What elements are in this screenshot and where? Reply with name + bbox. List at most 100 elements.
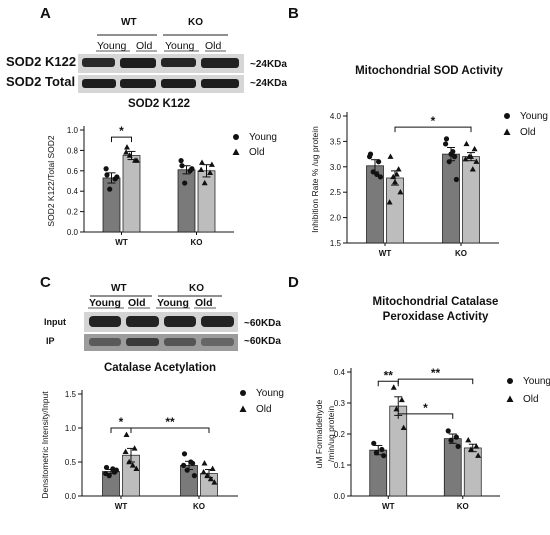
western-blot-a: WT KO Young Old Young Old SOD2 K122 ~24K… — [6, 17, 287, 93]
chart-a: SOD2 K122 SOD2 K122/Total SOD2 0.0 0.2 0.4 0.… — [46, 98, 277, 247]
blot-c-lane-4: Old — [195, 297, 213, 309]
blot-c-row-2-membrane — [84, 334, 238, 351]
blot-a-row-1-label: SOD2 K122 — [6, 54, 76, 69]
chart-c: Catalase Acetylation Densitometric Intens… — [40, 362, 284, 511]
blot-a-row-2-size: ~24KDa — [250, 78, 287, 89]
blot-c-row-2-band-3 — [164, 338, 196, 346]
data-point-old — [395, 166, 402, 172]
data-point-old — [208, 161, 215, 167]
data-point-old — [124, 144, 130, 150]
y-tick-label: 0.0 — [334, 492, 346, 501]
y-axis-label: SOD2 K122/Total SOD2 — [46, 135, 56, 226]
data-point-old — [199, 159, 205, 165]
bar-old-wt — [386, 177, 404, 244]
data-point-old — [390, 173, 397, 180]
legend-marker-old — [503, 128, 511, 135]
y-tick-label: 0.4 — [334, 368, 346, 377]
legend-label-old: Old — [256, 404, 272, 415]
data-point-old — [126, 458, 133, 465]
data-point-old — [473, 158, 480, 164]
blot-a-row-2-label: SOD2 Total — [6, 74, 75, 89]
data-point-young — [445, 428, 451, 434]
western-blot-c: WT KO Young Old Young Old Input ~60KDa I… — [44, 283, 281, 351]
data-point-young — [374, 171, 380, 178]
data-point-young — [103, 166, 109, 172]
data-point-young — [367, 154, 373, 160]
bar-young-wt — [102, 177, 121, 233]
data-point-old — [386, 199, 393, 205]
data-point-old — [123, 149, 130, 155]
data-point-old — [475, 452, 482, 458]
data-point-old — [204, 472, 211, 478]
x-tick-label-ko: KO — [193, 502, 205, 511]
chart-title-line-1: Mitochondrial Catalase — [373, 296, 499, 308]
significance-label: * — [423, 401, 428, 415]
blot-c-row-1-band-1 — [89, 316, 121, 327]
data-point-young — [189, 166, 195, 172]
y-tick-label: 1.5 — [65, 390, 77, 399]
blot-c-lane-2: Old — [128, 297, 146, 309]
x-tick-label-wt: WT — [115, 502, 128, 511]
x-tick-label-wt: WT — [115, 238, 128, 247]
data-point-young — [104, 172, 110, 178]
data-point-young — [446, 159, 452, 165]
y-tick-label: 0.2 — [334, 430, 346, 439]
blot-a-row-1-band-3 — [161, 58, 196, 67]
data-point-old — [465, 437, 472, 443]
data-point-old — [393, 406, 400, 412]
y-tick-label: 3.5 — [330, 137, 342, 146]
blot-c-row-1-band-2 — [126, 316, 159, 327]
data-point-young — [188, 459, 194, 465]
data-point-old — [211, 479, 218, 485]
bar-young-ko — [177, 169, 196, 233]
x-tick-label-ko: KO — [457, 502, 469, 511]
data-point-young — [107, 186, 113, 192]
chart-title: Mitochondrial SOD Activity — [355, 65, 503, 77]
panel-letter-c: C — [40, 274, 51, 291]
data-point-old — [467, 446, 474, 452]
data-point-young — [379, 446, 385, 453]
data-point-old — [463, 140, 470, 147]
blot-c-row-1-membrane — [84, 312, 238, 332]
data-point-old — [133, 157, 140, 163]
significance-bracket — [397, 413, 454, 419]
y-tick-label: 0.3 — [334, 399, 346, 408]
legend-marker-old — [232, 148, 240, 155]
data-point-young — [448, 437, 454, 443]
y-tick-label: 2.0 — [330, 214, 342, 223]
blot-a-row-1-band-4 — [201, 58, 239, 68]
chart-title-line-2: Peroxidase Activity — [383, 311, 489, 323]
data-point-young — [453, 176, 459, 183]
blot-a-lane-4: Old — [205, 40, 222, 52]
blot-a-row-2-band-4 — [201, 79, 239, 88]
legend-label-young: Young — [256, 388, 284, 399]
x-tick-label-ko: KO — [455, 249, 467, 258]
blot-a-group-ko: KO — [188, 17, 203, 28]
data-point-old — [133, 465, 140, 471]
data-point-young — [373, 450, 380, 456]
blot-c-row-1-band-4 — [201, 316, 234, 327]
significance-label: ** — [165, 415, 175, 429]
data-point-old — [209, 465, 216, 471]
data-point-old — [473, 443, 480, 449]
chart-b: Mitochondrial SOD Activity Inhibition Rat… — [310, 65, 548, 258]
data-point-old — [126, 152, 133, 158]
data-point-young — [181, 462, 187, 468]
data-point-young — [370, 169, 376, 175]
y-axis-label: Densitometric Intensity/Input — [40, 391, 50, 499]
blot-c-group-wt: WT — [111, 283, 127, 294]
blot-a-row-1-size: ~24KDa — [250, 59, 287, 70]
legend-label-young: Young — [523, 376, 550, 387]
significance-label: ** — [431, 366, 441, 380]
legend-label-young: Young — [249, 132, 277, 143]
legend-marker-young — [240, 390, 246, 396]
y-tick-label: 1.0 — [65, 424, 77, 433]
blot-c-row-1-label: Input — [44, 317, 66, 327]
chart-title: Catalase Acetylation — [104, 362, 216, 374]
significance-label: * — [119, 415, 124, 429]
blot-c-lane-3: Young — [157, 297, 189, 309]
data-point-young — [376, 159, 382, 165]
bar-young-ko — [442, 153, 460, 244]
